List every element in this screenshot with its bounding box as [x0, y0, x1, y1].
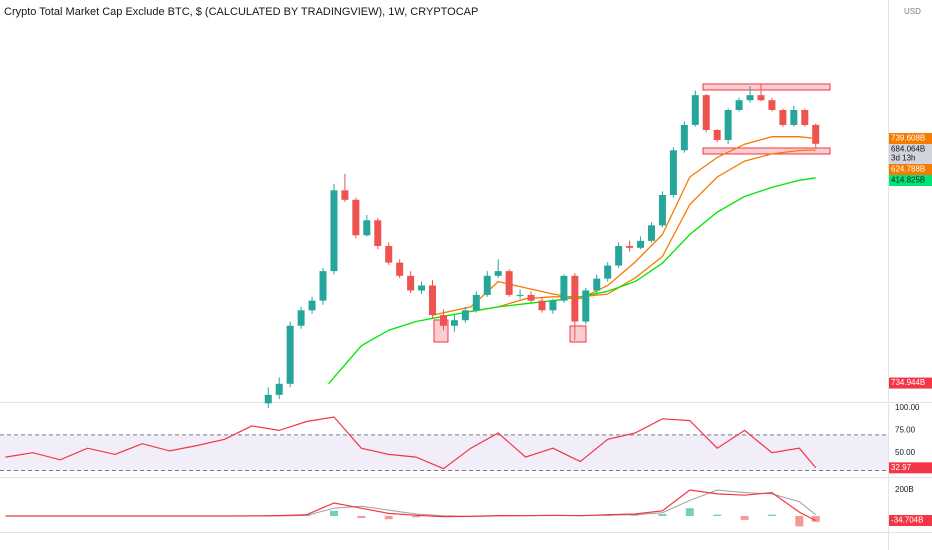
rsi-band: [0, 434, 888, 471]
bottom-marker: [569, 325, 587, 343]
candle-body: [582, 290, 590, 322]
candle-body: [691, 95, 699, 125]
candle-body: [429, 285, 437, 316]
candle-body: [374, 220, 382, 247]
macd-histogram: [384, 515, 393, 520]
candle-body: [724, 110, 732, 141]
macd-histogram: [795, 515, 804, 527]
candle-body: [560, 275, 568, 301]
candle-body: [461, 310, 469, 321]
candle-body: [801, 110, 809, 125]
rsi-tick-label: 100.00: [895, 403, 920, 412]
candle-body: [527, 294, 535, 301]
moving-average: [328, 177, 816, 385]
candle-body: [680, 124, 688, 151]
candle-body: [297, 310, 305, 326]
macd-line: [5, 489, 816, 522]
candle-body: [494, 271, 502, 276]
rsi-tick-label: 50.00: [895, 448, 916, 457]
price-label: 624.788B: [891, 165, 925, 174]
candle-body: [330, 190, 338, 272]
price-label: 414.825B: [891, 176, 925, 185]
candle-body: [352, 199, 360, 236]
candle-body: [286, 325, 294, 384]
support-zone: [702, 147, 831, 155]
countdown: 3d 13h: [891, 154, 915, 163]
price-label-box: [889, 377, 932, 389]
macd-histogram: [767, 514, 776, 516]
candle-body: [669, 150, 677, 196]
candle-body: [735, 100, 743, 111]
price-label: 684.064B: [891, 145, 925, 154]
candle-body: [385, 246, 393, 263]
price-label-box: [889, 164, 932, 176]
macd-tick-label: 200B: [895, 485, 914, 494]
candle-body: [626, 246, 634, 248]
candle-body: [647, 225, 655, 241]
candle-body: [450, 320, 458, 326]
candle-body: [593, 278, 601, 291]
macd-histogram: [685, 508, 694, 516]
price-label: 32.97: [891, 463, 912, 472]
candle-body: [746, 95, 754, 101]
candle-body: [768, 100, 776, 111]
candle-body: [275, 383, 283, 395]
candle-body: [538, 300, 546, 311]
rsi-tick-label: 75.00: [895, 425, 916, 434]
candle-body: [407, 275, 415, 291]
resistance-zone: [702, 83, 831, 91]
candle-body: [396, 262, 404, 276]
price-label-box: [889, 515, 932, 527]
candle-body: [472, 294, 480, 311]
candle-body: [702, 95, 710, 131]
price-label-box: [889, 144, 932, 165]
price-label-box: [889, 175, 932, 187]
macd-histogram: [631, 515, 640, 516]
candle-body: [779, 110, 787, 125]
candle-body: [439, 315, 447, 326]
candle-body: [516, 294, 524, 296]
marks: [0, 83, 888, 527]
candle-body: [505, 271, 513, 295]
macd-histogram: [412, 515, 421, 518]
candle-body: [790, 110, 798, 125]
price-label: 739.608B: [891, 134, 925, 143]
candle-body: [571, 275, 579, 322]
chart-title: Crypto Total Market Cap Exclude BTC, $ (…: [4, 6, 478, 18]
candle-body: [483, 275, 491, 295]
candle-body: [637, 240, 645, 248]
macd-histogram: [658, 514, 667, 516]
macd-histogram: [357, 515, 366, 518]
candle-body: [658, 195, 666, 226]
candle-body: [363, 220, 371, 236]
candle-body: [341, 190, 349, 200]
rsi-line: [5, 416, 817, 470]
currency: USD: [904, 7, 921, 16]
macd-histogram: [811, 515, 820, 522]
candle-body: [604, 265, 612, 279]
price-label: 734.944B: [891, 378, 925, 387]
price-label: -34.704B: [891, 516, 923, 525]
candle-body: [418, 285, 426, 291]
candle-body: [757, 95, 765, 101]
candle-body: [308, 300, 316, 311]
price-label-box: [889, 133, 932, 145]
candle-body: [319, 271, 327, 301]
candle-body: [549, 300, 557, 311]
macd-histogram: [329, 510, 338, 516]
candle-body: [713, 130, 721, 141]
macd-histogram: [713, 514, 722, 516]
candle-body: [615, 246, 623, 266]
candle-body: [264, 394, 272, 404]
price-label-box: [889, 462, 932, 474]
candle-body: [812, 124, 820, 144]
macd-histogram: [740, 515, 749, 520]
macd-histogram: [603, 515, 612, 516]
